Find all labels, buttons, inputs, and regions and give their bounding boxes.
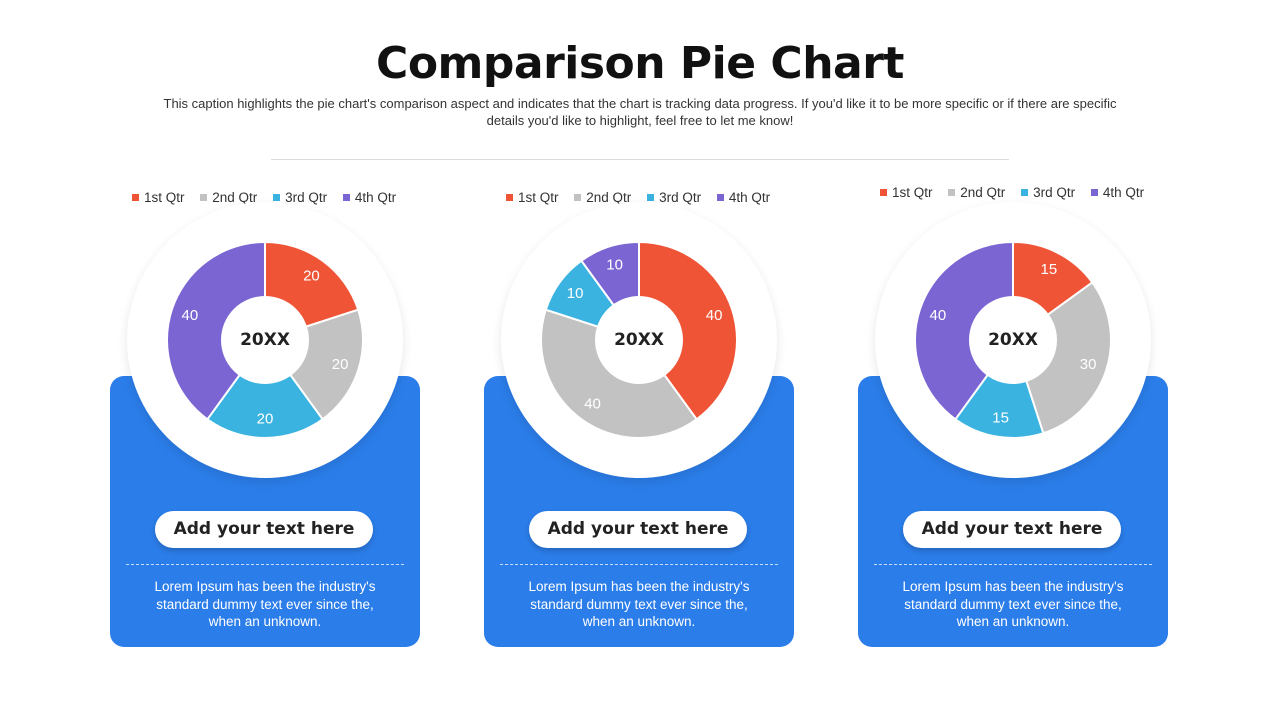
legend-label: 4th Qtr <box>354 190 397 205</box>
legend-swatch-icon <box>948 189 956 196</box>
pie-center-hole <box>969 296 1057 384</box>
legend-swatch-icon <box>716 194 724 201</box>
pie-center-label: 20XX <box>988 330 1038 350</box>
legend-label: 1st Qtr <box>892 185 933 200</box>
legend-label: 3rd Qtr <box>659 190 702 205</box>
pie-center-label: 20XX <box>614 330 664 350</box>
legend-swatch-icon <box>200 194 208 201</box>
card-description: Lorem Ipsum has been the industry's stan… <box>902 579 1124 629</box>
header-divider <box>271 159 1009 160</box>
legend-swatch-icon <box>132 194 139 201</box>
card-title-button[interactable]: Add your text here <box>903 511 1121 548</box>
card-divider <box>874 564 1152 565</box>
legend-item: 3rd Qtr <box>647 190 701 205</box>
legend-label: 2nd Qtr <box>586 190 632 205</box>
legend-item: 2nd Qtr <box>200 190 257 205</box>
legend: 1st Qtr 2nd Qtr 3rd Qtr 4th Qtr <box>880 185 1180 205</box>
card-title-button[interactable]: Add your text here <box>529 511 747 548</box>
legend-swatch-icon <box>1090 189 1098 196</box>
legend-item: 1st Qtr <box>132 190 185 205</box>
chart-panel-2: 1st Qtr 2nd Qtr 3rd Qtr 4th Qtr 40 40 10 10… <box>484 190 794 670</box>
legend-label: 2nd Qtr <box>960 185 1006 200</box>
legend-label: 3rd Qtr <box>1033 185 1076 200</box>
pie-slice <box>953 337 1045 439</box>
pie-slice <box>205 338 325 439</box>
pie-slice <box>166 240 266 421</box>
pie-center-label: 20XX <box>240 330 290 350</box>
slice-value-label: 40 <box>182 307 199 324</box>
legend-item: 3rd Qtr <box>273 190 327 205</box>
pie-ring: 15 30 15 40 20XX <box>875 202 1151 478</box>
page-caption: This caption highlights the pie chart's … <box>163 96 1117 128</box>
card-description: Lorem Ipsum has been the industry's stan… <box>528 579 750 629</box>
page-title: Comparison Pie Chart <box>376 38 904 89</box>
legend-item: 4th Qtr <box>342 190 397 205</box>
legend: 1st Qtr 2nd Qtr 3rd Qtr 4th Qtr <box>132 190 432 210</box>
legend-swatch-icon <box>880 189 887 196</box>
legend-label: 1st Qtr <box>518 190 559 205</box>
pie-slice <box>1011 280 1112 435</box>
slice-value-label: 20 <box>257 411 274 428</box>
legend-swatch-icon <box>574 194 582 201</box>
chart-panel-1: 1st Qtr 2nd Qtr 3rd Qtr 4th Qtr 20 20 20 40… <box>110 190 420 670</box>
slice-value-label: 15 <box>992 410 1009 427</box>
legend-item: 3rd Qtr <box>1021 185 1075 200</box>
legend-item: 1st Qtr <box>880 185 933 200</box>
legend-swatch-icon <box>647 194 655 201</box>
pie-center-hole <box>595 296 683 384</box>
card-title-button[interactable]: Add your text here <box>155 511 373 548</box>
legend-label: 1st Qtr <box>144 190 185 205</box>
pie-ring: 40 40 10 10 20XX <box>501 202 777 478</box>
legend-item: 2nd Qtr <box>948 185 1005 200</box>
legend-item: 1st Qtr <box>506 190 559 205</box>
legend-swatch-icon <box>506 194 513 201</box>
slice-value-label: 40 <box>930 307 947 324</box>
chart-panel-3: 1st Qtr 2nd Qtr 3rd Qtr 4th Qtr 15 30 15 40… <box>858 185 1168 670</box>
slice-value-label: 40 <box>584 395 601 412</box>
slice-value-label: 40 <box>706 307 723 324</box>
pie-chart: 15 30 15 40 20XX <box>914 240 1112 439</box>
pie-slice <box>914 240 1014 421</box>
slice-value-label: 15 <box>1041 261 1058 278</box>
legend-label: 3rd Qtr <box>285 190 328 205</box>
pie-slice <box>638 240 738 421</box>
card-divider <box>500 564 778 565</box>
slice-value-label: 10 <box>606 256 623 273</box>
slice-value-label: 10 <box>567 285 584 302</box>
legend: 1st Qtr 2nd Qtr 3rd Qtr 4th Qtr <box>506 190 806 210</box>
legend-label: 4th Qtr <box>728 190 771 205</box>
pie-chart: 40 40 10 10 20XX <box>540 240 738 439</box>
pie-ring: 20 20 20 40 20XX <box>127 202 403 478</box>
legend-label: 2nd Qtr <box>212 190 258 205</box>
legend-swatch-icon <box>1021 189 1029 196</box>
slice-value-label: 20 <box>332 356 349 373</box>
legend-swatch-icon <box>342 194 350 201</box>
legend-label: 4th Qtr <box>1102 185 1145 200</box>
legend-item: 4th Qtr <box>716 190 771 205</box>
card-divider <box>126 564 404 565</box>
card-description: Lorem Ipsum has been the industry's stan… <box>154 579 376 629</box>
pie-chart: 20 20 20 40 20XX <box>166 240 364 439</box>
pie-center-hole <box>221 296 309 384</box>
legend-item: 4th Qtr <box>1090 185 1145 200</box>
legend-item: 2nd Qtr <box>574 190 631 205</box>
legend-swatch-icon <box>273 194 281 201</box>
slice-value-label: 30 <box>1080 356 1097 373</box>
slice-value-label: 20 <box>303 268 320 285</box>
